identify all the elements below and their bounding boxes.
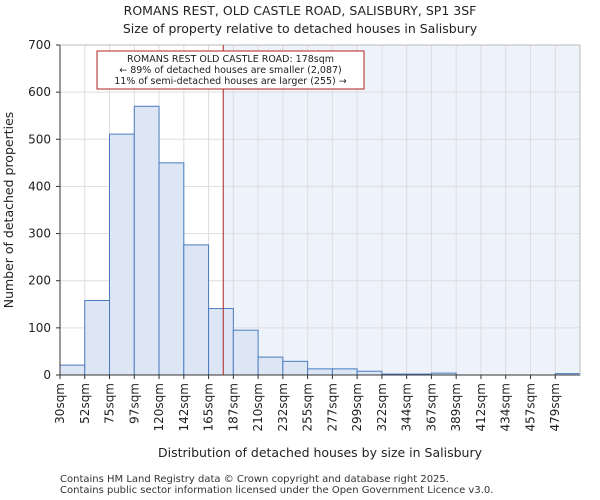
x-tick-label: 120sqm (152, 383, 166, 431)
x-tick-label: 322sqm (375, 383, 389, 431)
annotation-box (96, 50, 365, 90)
bar-52sqm (84, 300, 111, 376)
y-tick-label: 400 (28, 179, 51, 193)
x-tick-label: 232sqm (276, 383, 290, 431)
bar-299sqm (356, 370, 383, 376)
bar-187sqm (232, 329, 259, 376)
bar-165sqm (208, 308, 234, 376)
annotation-line1: ROMANS REST OLD CASTLE ROAD: 178sqm (127, 54, 334, 65)
bar-30sqm (59, 364, 86, 376)
x-axis-label: Distribution of detached houses by size … (158, 445, 483, 460)
bar-210sqm (257, 356, 284, 376)
y-tick-label: 700 (28, 38, 51, 52)
x-tick-label: 457sqm (523, 383, 537, 431)
y-tick-label: 0 (43, 368, 51, 382)
footer-licence: Contains public sector information licen… (60, 485, 494, 496)
x-tick-label: 142sqm (177, 383, 191, 431)
bar-97sqm (133, 105, 160, 376)
x-tick-label: 479sqm (548, 383, 562, 431)
y-tick-label: 500 (28, 132, 51, 146)
x-tick-label: 75sqm (103, 383, 117, 424)
x-tick-label: 187sqm (226, 383, 240, 431)
x-tick-label: 344sqm (400, 383, 414, 431)
y-axis-label: Number of detached properties (1, 112, 16, 309)
x-tick-label: 434sqm (499, 383, 513, 431)
y-tick-label: 100 (28, 321, 51, 335)
bar-120sqm (158, 162, 185, 376)
chart-title-line2: Size of property relative to detached ho… (122, 21, 478, 36)
x-tick-label: 30sqm (53, 383, 67, 424)
footer-copyright: Contains HM Land Registry data © Crown c… (60, 474, 449, 485)
x-tick-label: 255sqm (301, 383, 315, 431)
y-tick-label: 200 (28, 274, 51, 288)
bar-255sqm (307, 368, 333, 376)
x-tick-label: 389sqm (449, 383, 463, 431)
x-tick-label: 210sqm (251, 383, 265, 431)
chart-title-line1: ROMANS REST, OLD CASTLE ROAD, SALISBURY,… (123, 3, 477, 18)
bar-277sqm (331, 368, 358, 376)
x-tick-label: 299sqm (350, 383, 364, 431)
y-tick-label: 300 (28, 227, 51, 241)
x-tick-label: 97sqm (127, 383, 141, 424)
bar-75sqm (109, 133, 135, 376)
x-tick-label: 52sqm (78, 383, 92, 424)
x-tick-label: 367sqm (424, 383, 438, 431)
larger-region-shade (223, 45, 580, 375)
annotation-line2: ← 89% of detached houses are smaller (2,… (119, 65, 342, 76)
bar-142sqm (183, 244, 210, 376)
bar-232sqm (282, 360, 309, 376)
y-tick-label: 600 (28, 85, 51, 99)
x-tick-label: 165sqm (202, 383, 216, 431)
x-tick-label: 412sqm (474, 383, 488, 431)
annotation-line3: 11% of semi-detached houses are larger (… (114, 76, 347, 87)
x-tick-label: 277sqm (325, 383, 339, 431)
